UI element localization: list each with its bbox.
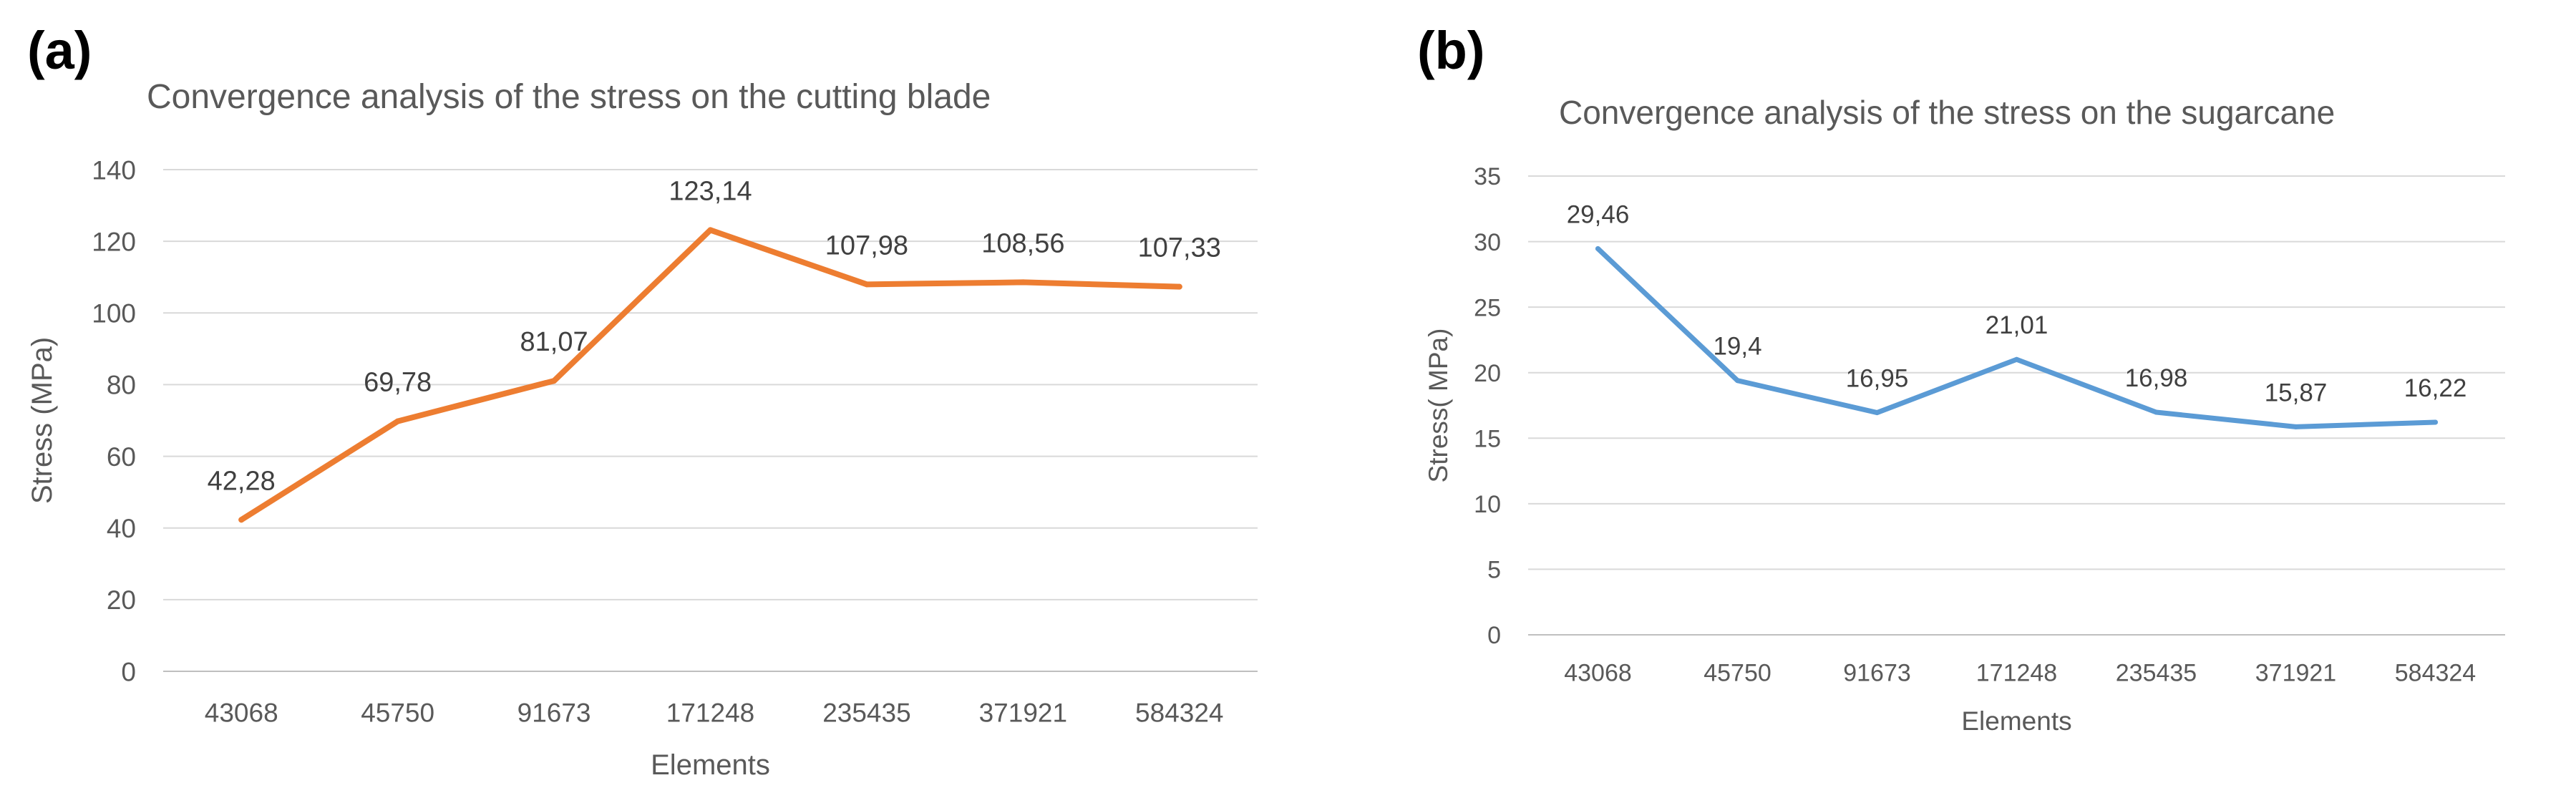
data-label: 81,07 — [520, 327, 588, 357]
data-point — [2293, 424, 2298, 429]
y-tick-label: 15 — [1474, 426, 1501, 453]
data-point — [1176, 283, 1182, 290]
x-tick-label: 371921 — [2255, 660, 2336, 687]
y-tick-label: 35 — [1474, 163, 1501, 190]
x-tick-label: 91673 — [1843, 660, 1911, 687]
data-point — [707, 227, 714, 233]
x-tick-label: 371921 — [979, 698, 1067, 727]
chart-panel-a: (a) Convergence analysis of the stress o… — [26, 21, 1258, 781]
x-tick-label: 91673 — [517, 698, 591, 727]
data-point — [1020, 279, 1026, 286]
data-point — [2154, 409, 2159, 415]
data-point — [2433, 419, 2438, 425]
x-axis-title: Elements — [1961, 706, 2071, 736]
y-tick-label: 20 — [1474, 360, 1501, 387]
chart-title-a: Convergence analysis of the stress on th… — [147, 78, 991, 116]
data-label: 16,98 — [2125, 364, 2188, 392]
data-point — [863, 281, 870, 288]
x-tick-label: 43068 — [1564, 660, 1632, 687]
y-tick-label: 140 — [92, 155, 136, 185]
y-tick-label: 20 — [107, 585, 136, 615]
data-label: 15,87 — [2265, 379, 2328, 407]
panel-label-b: (b) — [1417, 21, 1485, 80]
data-point — [1595, 245, 1600, 251]
chart-panel-b: (b) Convergence analysis of the stress o… — [1288, 0, 2576, 803]
y-tick-label: 0 — [121, 657, 136, 686]
data-label: 21,01 — [1986, 311, 2048, 339]
x-tick-label: 45750 — [361, 698, 434, 727]
data-point — [1875, 410, 1880, 416]
y-tick-label: 10 — [1474, 491, 1501, 518]
line-chart-b: 0 5 10 15 20 25 30 35 43068 45750 91673 171248 23543… — [1424, 163, 2505, 736]
x-tick-label: 43068 — [205, 698, 278, 727]
data-label: 16,95 — [1846, 365, 1909, 393]
x-tick-label: 45750 — [1703, 660, 1771, 687]
x-tick-label: 584324 — [2395, 660, 2476, 687]
y-tick-label: 80 — [107, 371, 136, 400]
chart-title-b: Convergence analysis of the stress on th… — [1559, 94, 2336, 131]
y-tick-label: 60 — [107, 442, 136, 472]
y-axis-title: Stress (MPa) — [26, 337, 58, 504]
data-label: 107,33 — [1138, 233, 1221, 263]
y-tick-label: 25 — [1474, 294, 1501, 321]
data-point — [551, 378, 558, 384]
data-label: 42,28 — [208, 466, 276, 496]
y-tick-label: 120 — [92, 227, 136, 256]
y-tick-label: 0 — [1487, 622, 1501, 649]
panel-label-a: (a) — [27, 21, 92, 80]
y-tick-label: 5 — [1487, 557, 1501, 584]
y-tick-label: 30 — [1474, 229, 1501, 256]
data-point — [2014, 356, 2019, 362]
x-tick-label: 584324 — [1135, 698, 1223, 727]
y-tick-label: 100 — [92, 299, 136, 328]
data-point — [238, 517, 245, 523]
y-axis-title: Stress( MPa) — [1424, 328, 1453, 483]
data-label: 123,14 — [669, 176, 752, 206]
x-axis-title: Elements — [651, 749, 770, 781]
data-label: 19,4 — [1713, 333, 1761, 361]
data-label: 29,46 — [1567, 200, 1630, 228]
x-tick-label: 171248 — [666, 698, 754, 727]
data-label: 69,78 — [364, 368, 432, 398]
data-point — [1735, 378, 1740, 384]
x-tick-label: 171248 — [1976, 660, 2057, 687]
data-label: 108,56 — [981, 228, 1064, 258]
line-chart-a: 0 20 40 60 80 100 120 140 43068 45750 91673 171248 2… — [26, 155, 1258, 781]
x-tick-label: 235435 — [822, 698, 910, 727]
x-tick-label: 235435 — [2116, 660, 2197, 687]
y-tick-label: 40 — [107, 514, 136, 543]
data-label: 107,98 — [825, 230, 908, 261]
data-point — [394, 418, 401, 424]
data-label: 16,22 — [2404, 374, 2467, 402]
